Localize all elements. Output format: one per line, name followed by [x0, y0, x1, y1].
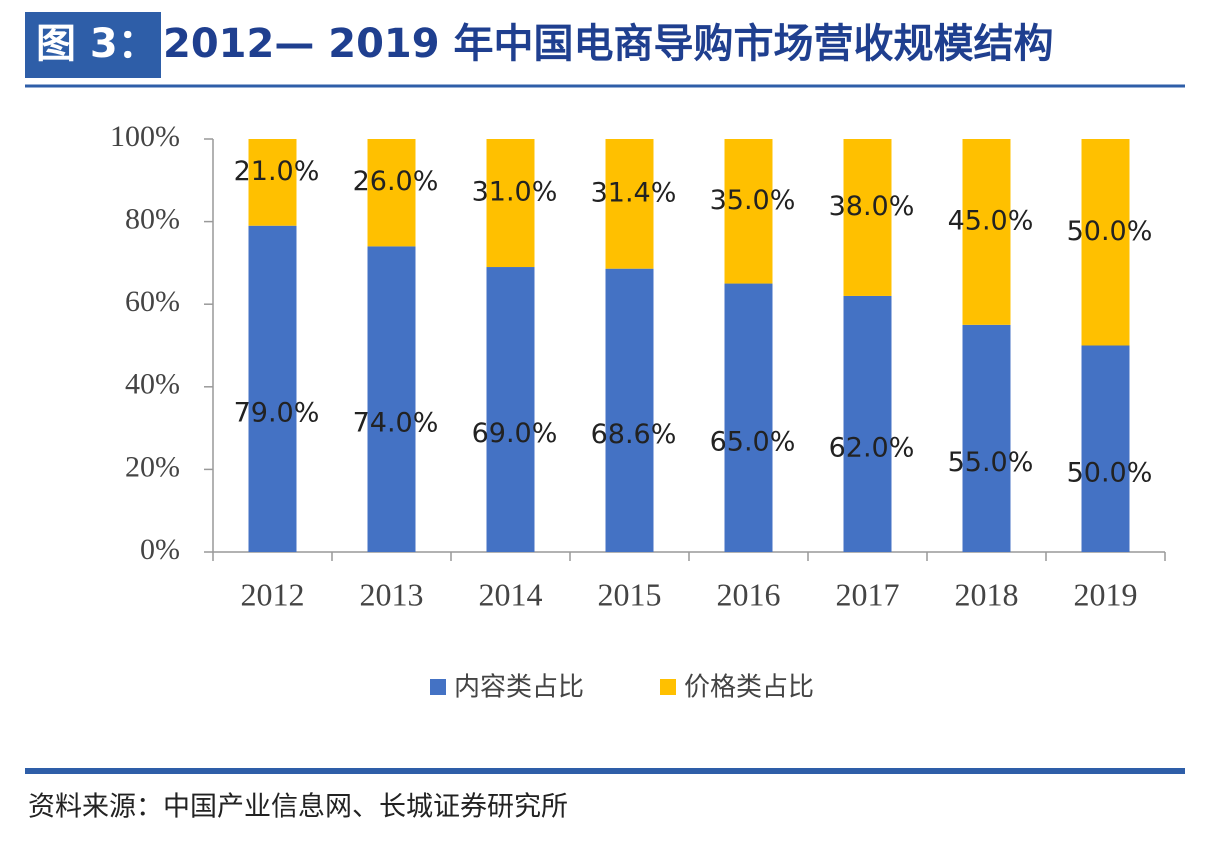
legend-label: 内容类占比	[454, 673, 584, 703]
chart-title: 2012— 2019 年中国电商导购市场营收规模结构	[163, 21, 1054, 67]
data-label: 79.0%	[234, 397, 320, 428]
y-tick-label: 100%	[110, 120, 180, 153]
data-label: 55.0%	[948, 447, 1034, 478]
data-label: 38.0%	[829, 191, 915, 222]
bar-segment	[248, 139, 297, 226]
data-label: 50.0%	[1067, 216, 1153, 247]
y-tick-label: 40%	[125, 368, 180, 401]
data-label: 68.6%	[591, 419, 677, 450]
bar-segment	[724, 283, 773, 552]
data-label: 50.0%	[1067, 457, 1153, 488]
bar-segment	[248, 225, 297, 553]
bar-segment	[1081, 345, 1130, 552]
data-label: 65.0%	[710, 426, 796, 457]
legend-swatch	[430, 679, 446, 695]
data-label: 69.0%	[472, 418, 558, 449]
legend-swatch	[660, 679, 676, 695]
data-label: 62.0%	[829, 432, 915, 463]
bar-segment	[843, 139, 892, 296]
x-tick-label: 2017	[836, 576, 900, 612]
bar-segment	[605, 139, 654, 269]
x-tick-label: 2014	[479, 576, 543, 612]
bar-segment	[843, 295, 892, 552]
data-label: 74.0%	[353, 408, 439, 439]
data-label: 35.0%	[710, 185, 796, 216]
x-tick-label: 2012	[241, 576, 305, 612]
data-label: 26.0%	[353, 166, 439, 197]
figure-label-box	[25, 12, 161, 78]
data-label: 45.0%	[948, 205, 1034, 236]
y-tick-label: 60%	[125, 285, 180, 318]
bar-segment	[367, 139, 416, 247]
bar-segment	[486, 267, 535, 552]
bar-segment	[367, 246, 416, 552]
x-tick-label: 2015	[598, 576, 662, 612]
source: 资料来源：中国产业信息网、长城证券研究所	[28, 792, 568, 823]
bar-segment	[962, 139, 1011, 325]
x-tick-label: 2018	[955, 576, 1019, 612]
legend-label: 价格类占比	[684, 673, 814, 703]
bar-segment	[962, 324, 1011, 552]
y-tick-label: 80%	[125, 202, 180, 235]
bar-segment	[605, 268, 654, 552]
y-tick-label: 20%	[125, 450, 180, 483]
bar-segment	[724, 139, 773, 284]
y-tick-label: 0%	[140, 533, 180, 566]
x-tick-label: 2013	[360, 576, 424, 612]
x-tick-label: 2016	[717, 576, 781, 612]
x-tick-label: 2019	[1074, 576, 1138, 612]
data-label: 31.0%	[472, 177, 558, 208]
data-label: 21.0%	[234, 156, 320, 187]
data-label: 31.4%	[591, 177, 677, 208]
bar-segment	[1081, 139, 1130, 346]
figure-label: 图 3：	[36, 21, 158, 67]
bar-segment	[486, 139, 535, 268]
